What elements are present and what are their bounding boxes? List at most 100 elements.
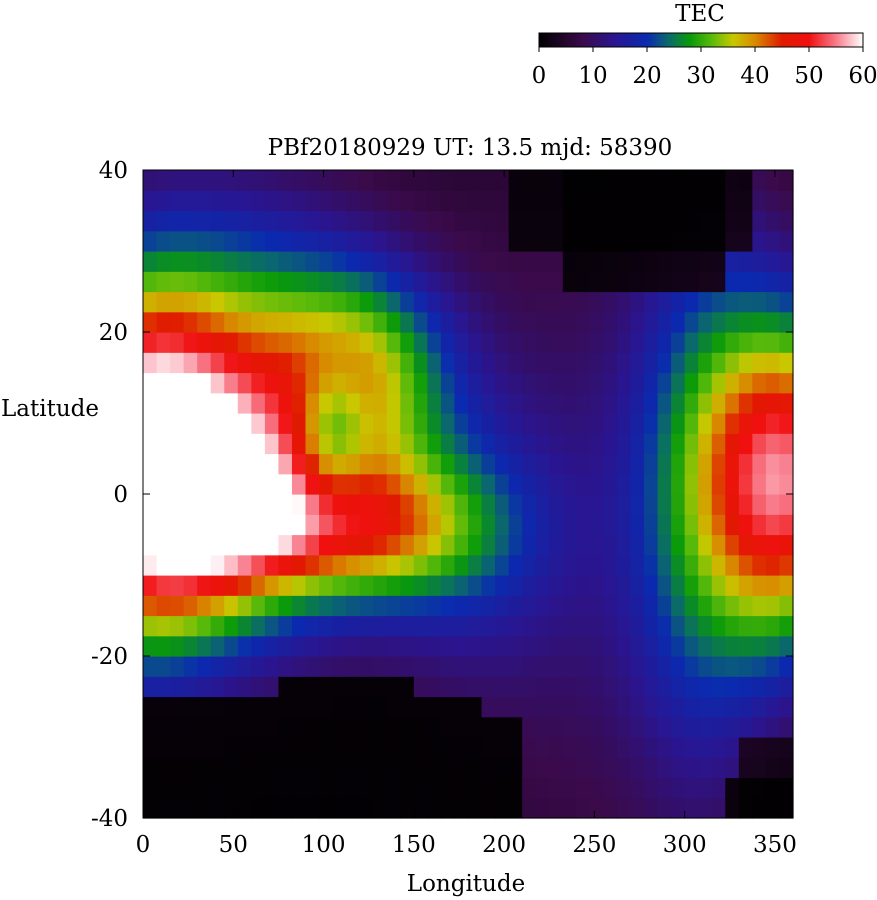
heatmap-cell <box>413 737 428 758</box>
heatmap-cell <box>589 170 605 191</box>
heatmap-cell <box>589 392 605 414</box>
heatmap-cell <box>143 311 158 333</box>
heatmap-cell <box>495 190 510 212</box>
heatmap-cell <box>359 514 374 536</box>
heatmap-cell <box>413 291 428 313</box>
heatmap-cell <box>495 473 510 495</box>
heatmap-cell <box>589 635 605 657</box>
heatmap-cell <box>454 271 469 293</box>
heatmap-cell <box>616 230 632 252</box>
heatmap-cell <box>468 676 483 698</box>
heatmap-cell <box>644 554 659 576</box>
heatmap-cell <box>332 595 347 617</box>
heatmap-cell <box>738 757 753 779</box>
heatmap-cell <box>291 433 307 455</box>
heatmap-cell <box>291 514 307 536</box>
heatmap-cell <box>684 514 699 536</box>
heatmap-cell <box>332 392 347 414</box>
heatmap-cell <box>562 453 577 475</box>
heatmap-cell <box>454 737 469 758</box>
heatmap-cell <box>522 271 537 293</box>
heatmap-cell <box>210 676 225 698</box>
heatmap-cell <box>319 696 334 718</box>
heatmap-cell <box>657 696 672 718</box>
heatmap-cell <box>535 392 550 414</box>
heatmap-cell <box>454 595 469 617</box>
heatmap-cell <box>725 595 740 617</box>
heatmap-cell <box>359 737 374 758</box>
heatmap-cell <box>400 291 415 313</box>
heatmap-cell <box>156 332 171 353</box>
heatmap-cell <box>319 534 334 556</box>
heatmap-cell <box>657 392 672 414</box>
heatmap-cell <box>765 797 781 819</box>
heatmap-cell <box>386 210 401 232</box>
heatmap-cell <box>630 676 645 698</box>
heatmap-cell <box>765 352 781 374</box>
heatmap-cell <box>738 777 753 799</box>
heatmap-cell <box>210 656 225 677</box>
heatmap-cell <box>644 514 659 536</box>
heatmap-cell <box>752 170 767 191</box>
heatmap-cell <box>454 453 469 475</box>
heatmap-cell <box>197 595 212 617</box>
heatmap-cell <box>495 210 510 232</box>
heatmap-cell <box>143 494 158 515</box>
heatmap-cell <box>170 554 185 576</box>
heatmap-cell <box>562 251 577 272</box>
heatmap-cell <box>481 311 496 333</box>
heatmap-cell <box>576 595 591 617</box>
heatmap-cell <box>495 332 510 353</box>
heatmap-cell <box>576 757 591 779</box>
heatmap-cell <box>278 635 293 657</box>
heatmap-cell <box>224 757 239 779</box>
heatmap-cell <box>373 433 388 455</box>
heatmap-cell <box>481 372 496 394</box>
heatmap-cell <box>170 595 185 617</box>
heatmap-cell <box>738 494 753 515</box>
heatmap-cell <box>711 332 726 353</box>
heatmap-cell <box>481 413 496 434</box>
heatmap-cell <box>413 311 428 333</box>
heatmap-cell <box>237 615 252 637</box>
heatmap-cell <box>413 575 428 596</box>
heatmap-cell <box>657 635 672 657</box>
heatmap-cell <box>711 210 726 232</box>
heatmap-cell <box>644 797 659 819</box>
heatmap-cell <box>143 514 158 536</box>
heatmap-cell <box>671 291 686 313</box>
heatmap-cell <box>224 575 239 596</box>
heatmap-cell <box>319 372 334 394</box>
heatmap-cell <box>305 372 320 394</box>
heatmap-cell <box>210 190 225 212</box>
heatmap-cell <box>589 757 605 779</box>
heatmap-cell <box>197 575 212 596</box>
heatmap-cell <box>495 797 510 819</box>
heatmap-cell <box>440 473 456 495</box>
heatmap-cell <box>346 433 361 455</box>
heatmap-cell <box>183 615 198 637</box>
heatmap-cell <box>589 473 605 495</box>
heatmap-cell <box>332 251 347 272</box>
heatmap-cell <box>481 737 496 758</box>
heatmap-cell <box>522 332 537 353</box>
heatmap-cell <box>413 251 428 272</box>
heatmap-cell <box>305 170 320 191</box>
heatmap-cell <box>549 635 564 657</box>
heatmap-cell <box>210 352 225 374</box>
heatmap-cell <box>440 554 456 576</box>
heatmap-cell <box>725 656 740 677</box>
heatmap-cell <box>305 210 320 232</box>
heatmap-cell <box>413 210 428 232</box>
heatmap-cell <box>170 777 185 799</box>
heatmap-cell <box>765 433 781 455</box>
heatmap-cell <box>440 210 456 232</box>
heatmap-cell <box>264 615 280 637</box>
heatmap-cell <box>779 453 794 475</box>
heatmap-cell <box>359 575 374 596</box>
heatmap-cell <box>413 777 428 799</box>
heatmap-cell <box>210 372 225 394</box>
heatmap-cell <box>305 676 320 698</box>
heatmap-cell <box>373 534 388 556</box>
heatmap-cell <box>711 413 726 434</box>
